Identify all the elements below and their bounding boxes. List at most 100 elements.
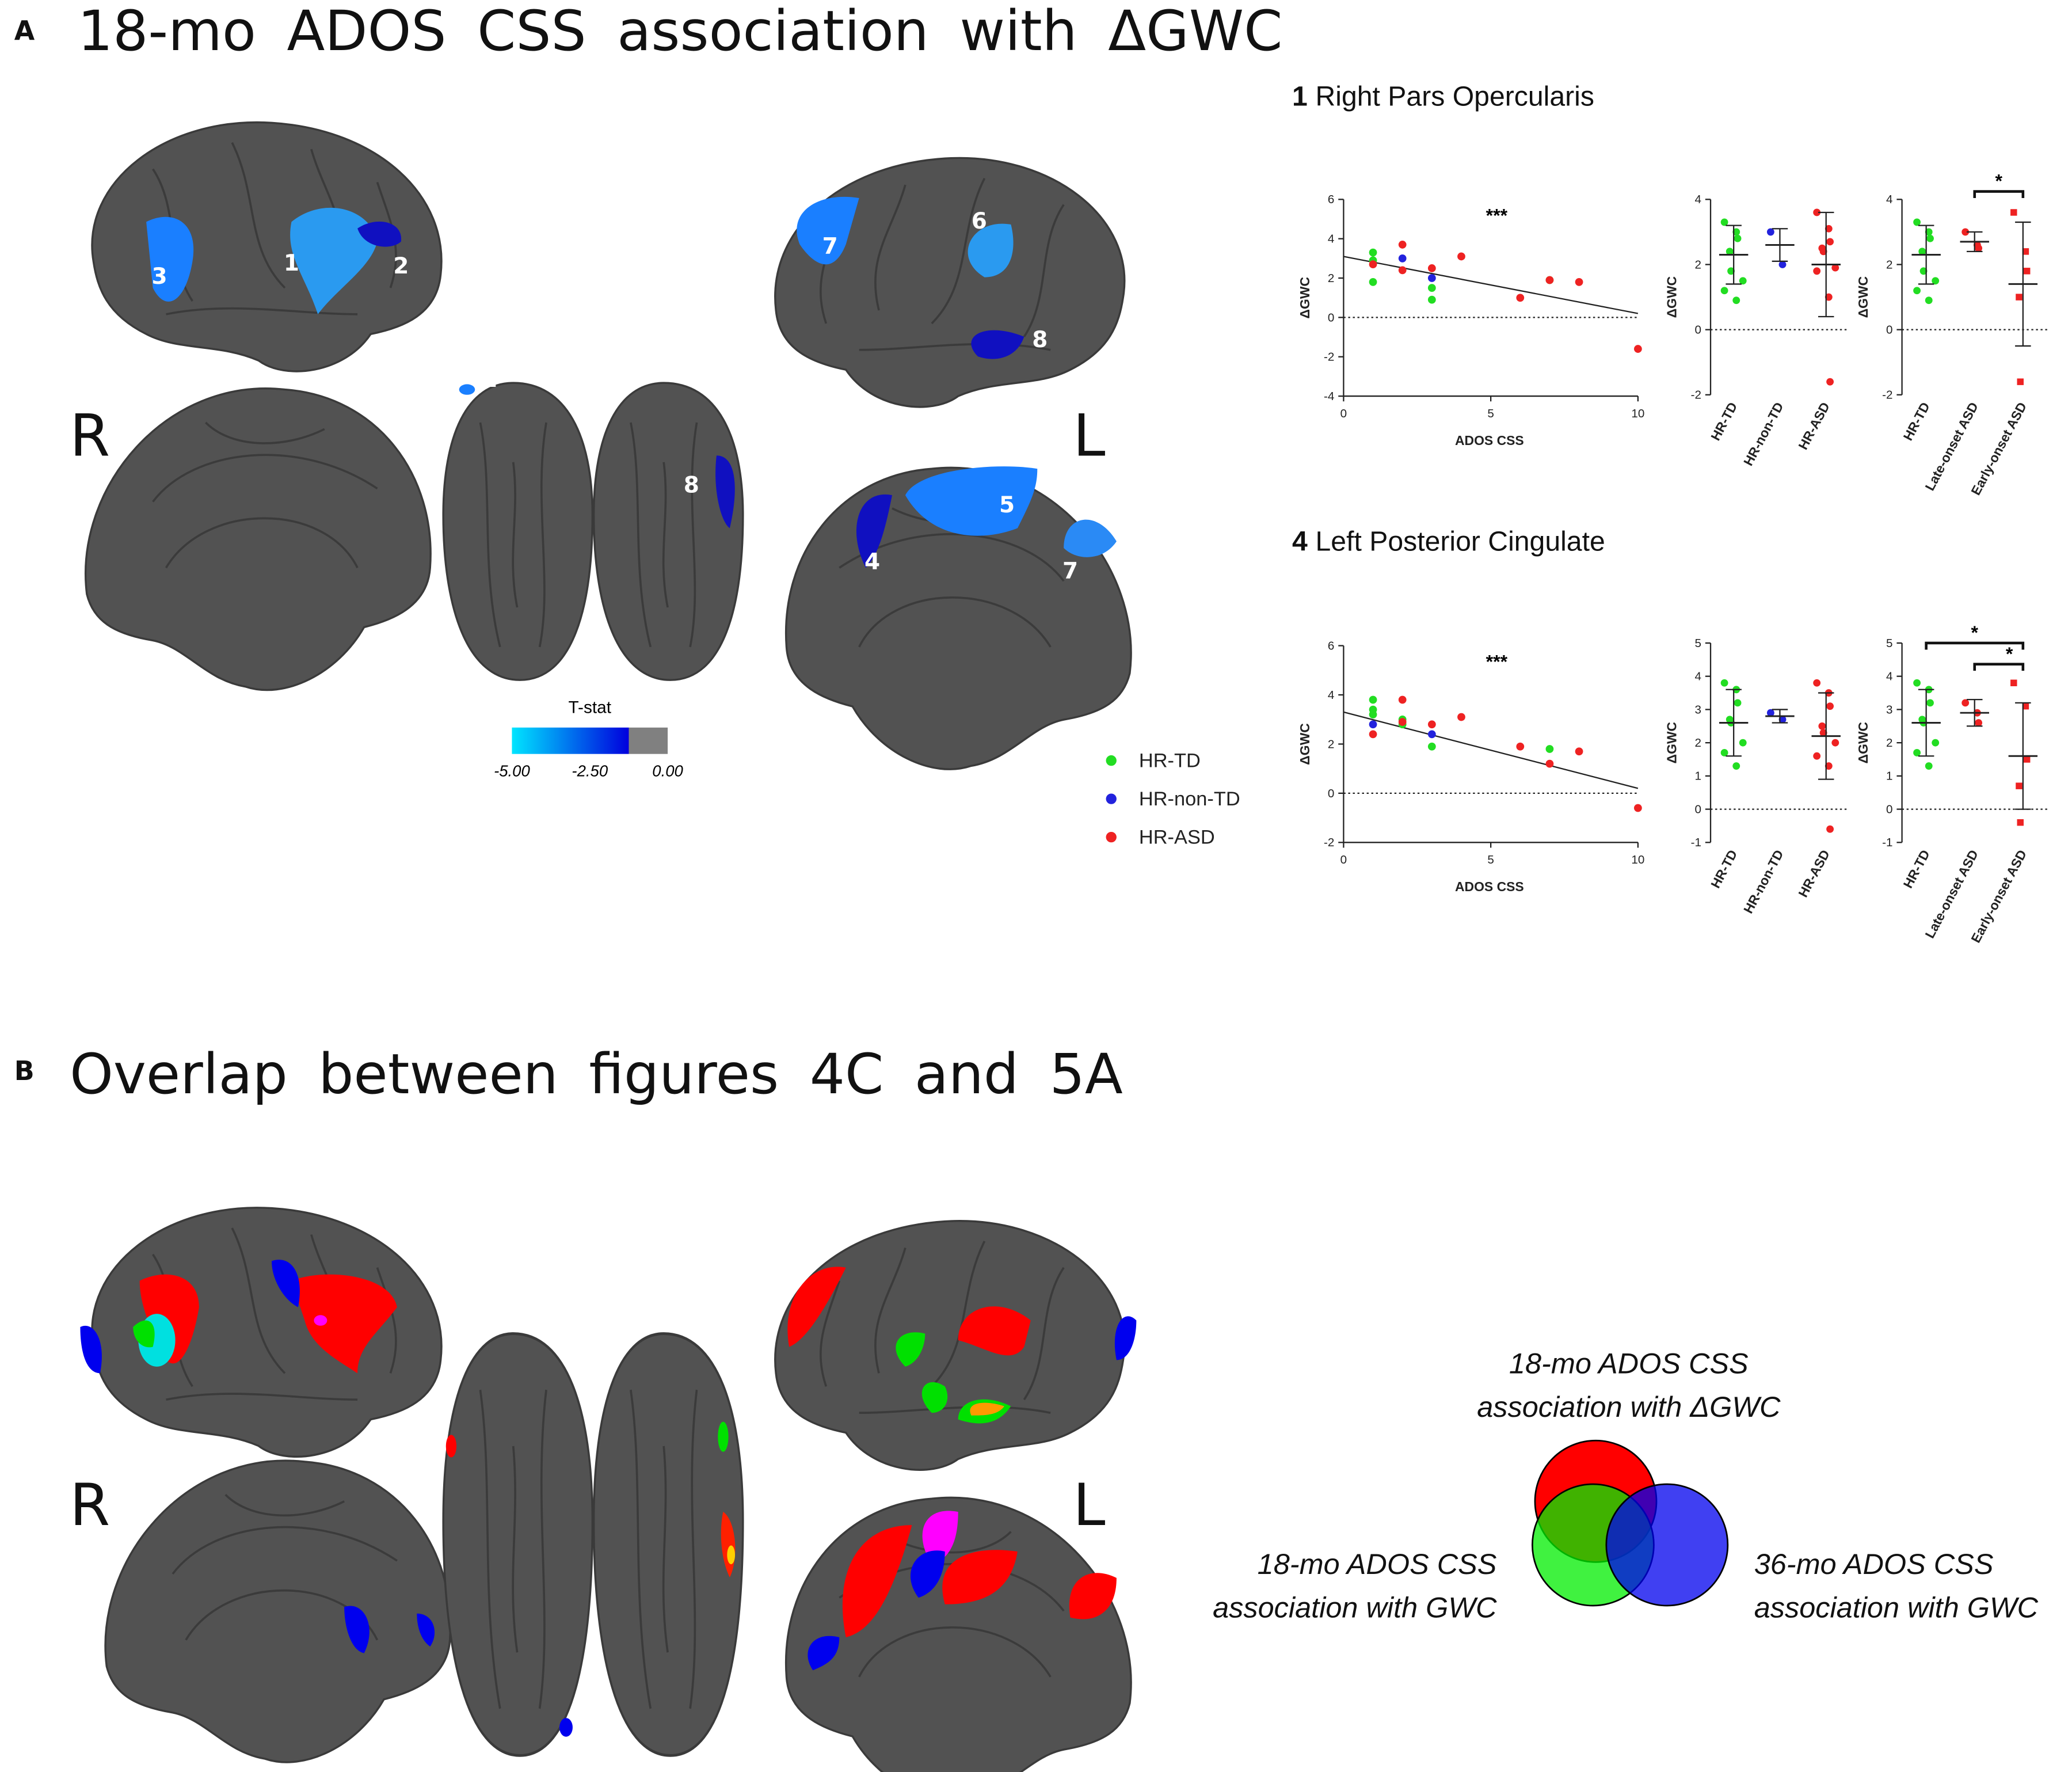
- venn-label: 18-mo ADOS CSS: [1258, 1547, 1497, 1580]
- legend-label: HR-TD: [1139, 750, 1201, 772]
- y-axis-label: ΔGWC: [1664, 276, 1679, 318]
- point: [1918, 248, 1926, 256]
- x-tick-label: HR-TD: [1900, 847, 1933, 891]
- y-tick-label: 6: [1328, 639, 1334, 652]
- brain-ventral-right: [443, 1334, 592, 1756]
- point: [1369, 260, 1377, 268]
- x-tick-label: Late-onset ASD: [1922, 847, 1981, 941]
- significance-label: *: [1971, 622, 1978, 643]
- point: [1545, 745, 1554, 753]
- point: [1975, 244, 1983, 252]
- chart-title-text: Right Pars Opercularis: [1316, 81, 1594, 112]
- y-tick-label: -2: [1882, 389, 1892, 402]
- y-tick-label: 4: [1328, 689, 1334, 702]
- y-tick-label: 0: [1886, 803, 1892, 816]
- point: [1913, 679, 1921, 687]
- venn-label: association with GWC: [1754, 1591, 2039, 1624]
- colorbar: [512, 727, 668, 754]
- region-number: 1: [284, 250, 299, 276]
- point: [1427, 264, 1436, 272]
- y-tick-label: 2: [1886, 258, 1892, 271]
- point: [1427, 284, 1436, 292]
- point: [1766, 709, 1774, 717]
- point: [1369, 248, 1377, 257]
- point: [2023, 268, 2031, 275]
- colorbar-title: T-stat: [569, 698, 612, 717]
- point: [1926, 234, 1934, 242]
- y-tick-label: -1: [1882, 836, 1892, 849]
- point: [1516, 294, 1525, 302]
- chart-title: 1 Right Pars Opercularis: [1292, 81, 1594, 112]
- point: [1732, 762, 1740, 770]
- point: [1575, 277, 1583, 286]
- annotation: ***: [1486, 205, 1508, 226]
- point: [2023, 756, 2031, 763]
- brain-lateral-left: [774, 157, 1126, 408]
- point: [1720, 749, 1728, 756]
- venn-label: association with ΔGWC: [1477, 1390, 1781, 1423]
- venn-label: 18-mo ADOS CSS: [1509, 1347, 1749, 1379]
- panel-title: 18-mo ADOS CSS association with ΔGWC: [78, 0, 1283, 63]
- chart-number: 1: [1292, 81, 1308, 112]
- point: [2022, 248, 2029, 255]
- y-tick-label: 4: [1886, 193, 1892, 206]
- annotation: ***: [1486, 652, 1508, 672]
- y-tick-label: -2: [1691, 389, 1701, 402]
- point: [1727, 267, 1735, 275]
- hemisphere-label: R: [70, 401, 110, 469]
- region-number: 8: [684, 473, 699, 499]
- region-number: 4: [864, 549, 880, 575]
- x-tick-label: 5: [1487, 853, 1494, 866]
- point: [1398, 695, 1407, 704]
- brain-lateral-right: [91, 121, 443, 372]
- point: [1457, 252, 1465, 261]
- hemisphere-label: L: [1073, 1471, 1105, 1539]
- panel-letter: B: [14, 1055, 35, 1086]
- y-tick-label: 6: [1328, 193, 1334, 206]
- point: [1919, 267, 1928, 275]
- y-tick-label: 3: [1694, 703, 1701, 716]
- point: [1826, 378, 1834, 386]
- y-tick-label: -2: [1324, 836, 1334, 849]
- region-number: 1: [482, 367, 497, 393]
- x-tick-label: 10: [1631, 407, 1644, 420]
- point: [2017, 378, 2024, 385]
- venn-label: association with GWC: [1213, 1591, 1497, 1624]
- colorbar-tick-label: 0.00: [652, 762, 683, 780]
- x-tick-label: 10: [1631, 853, 1644, 866]
- x-tick-label: Late-onset ASD: [1922, 400, 1981, 493]
- point: [1369, 710, 1377, 719]
- point: [1398, 718, 1407, 726]
- point: [1826, 702, 1834, 710]
- y-tick-label: 4: [1328, 233, 1334, 246]
- point: [2016, 782, 2023, 789]
- point: [2016, 294, 2023, 301]
- panel-letter: A: [14, 15, 35, 46]
- point: [1813, 752, 1821, 760]
- y-tick-label: 4: [1886, 670, 1892, 683]
- point: [1778, 716, 1787, 724]
- significance-label: *: [1995, 171, 2003, 192]
- point: [1734, 699, 1742, 707]
- point: [1726, 248, 1734, 256]
- x-tick-label: HR-TD: [1708, 400, 1740, 443]
- point: [1369, 695, 1377, 704]
- point: [1734, 234, 1742, 242]
- point: [1825, 225, 1833, 233]
- legend-marker: [1106, 755, 1117, 766]
- point: [2010, 679, 2017, 686]
- point: [1819, 729, 1827, 737]
- brain-medial-right: [85, 387, 432, 691]
- point: [1720, 287, 1728, 295]
- point: [1766, 228, 1774, 236]
- y-axis-label: ΔGWC: [1856, 276, 1871, 318]
- point: [1778, 261, 1787, 268]
- region-number: 2: [393, 253, 409, 279]
- y-axis-label: ΔGWC: [1664, 722, 1679, 764]
- y-tick-label: 0: [1694, 324, 1701, 337]
- y-tick-label: 2: [1328, 272, 1334, 285]
- x-tick-label: 5: [1487, 407, 1494, 420]
- brain-medial-left: [784, 466, 1132, 770]
- point: [1739, 277, 1747, 285]
- y-axis-label: ΔGWC: [1297, 277, 1312, 318]
